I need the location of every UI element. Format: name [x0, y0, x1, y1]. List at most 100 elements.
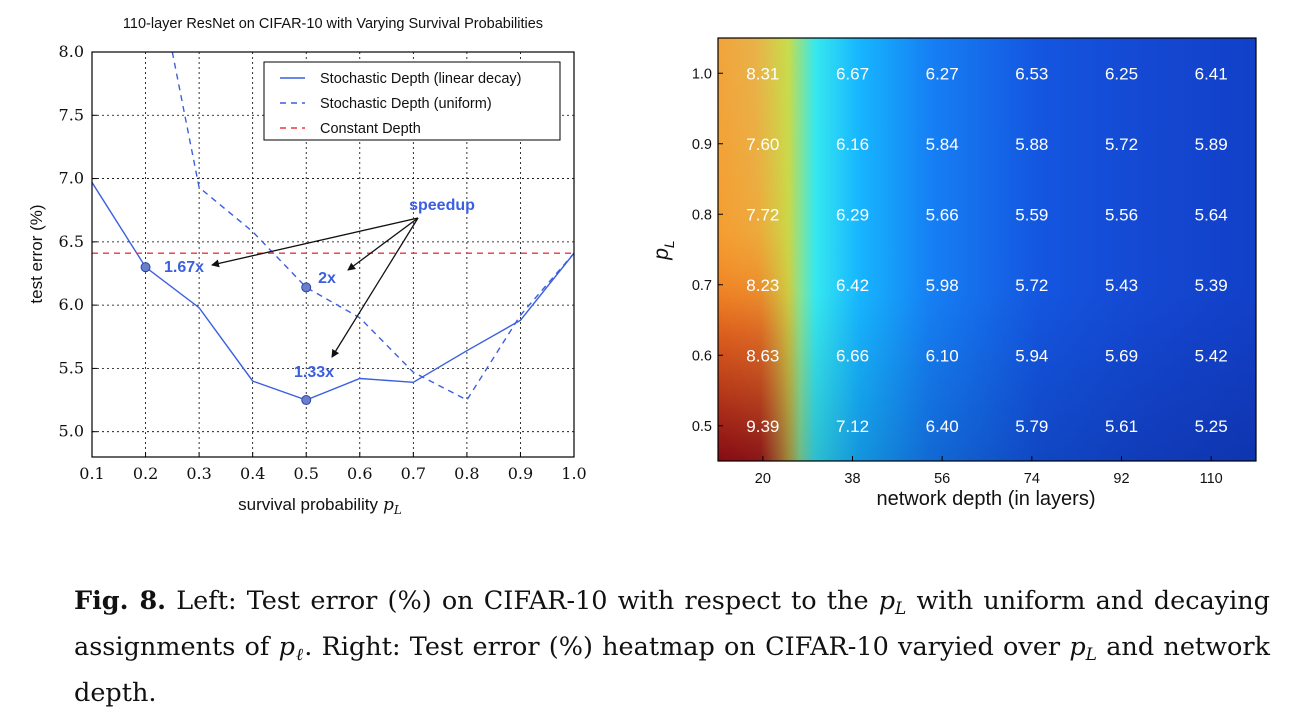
heatmap-cell-value: 6.40 [926, 417, 959, 436]
heatmap-cell-value: 5.84 [926, 135, 959, 154]
series-line-2 [171, 52, 574, 401]
heatmap-cell-value: 8.31 [746, 64, 779, 83]
heatmap-y-tick-label: 0.5 [692, 419, 712, 435]
heatmap-cell-value: 5.69 [1105, 346, 1138, 365]
heatmap-cell-value: 7.60 [746, 135, 779, 154]
caption-sub-2: ℓ [294, 645, 305, 665]
y-tick-label: 7.0 [59, 169, 84, 188]
highlighted-points [140, 262, 312, 406]
heatmap-cell-value: 5.59 [1015, 205, 1048, 224]
y-tick-label: 5.0 [59, 422, 84, 441]
y-tick-label: 6.5 [59, 232, 84, 251]
highlighted-point [140, 262, 151, 273]
heatmap-x-tick-label: 20 [755, 471, 771, 487]
heatmap-cell-value: 6.42 [836, 276, 869, 295]
heatmap-y-ticks: 1.0 0.9 0.8 0.7 0.6 0.5 [692, 66, 723, 435]
heatmap-cell-value: 7.12 [836, 417, 869, 436]
heatmap-cell-value: 8.63 [746, 346, 779, 365]
heatmap-cell-value: 6.67 [836, 64, 869, 83]
plot-frame [91, 51, 575, 458]
heatmap-frame [717, 37, 1257, 462]
heatmap-x-tick-label: 38 [844, 471, 860, 487]
heatmap-cell-value: 6.29 [836, 205, 869, 224]
annotations: speedup 1.67x 2x 1.33x [164, 197, 475, 381]
heatmap-y-tick-label: 1.0 [692, 66, 712, 82]
y-tick-label: 8.0 [59, 42, 84, 61]
x-tick-label: 0.7 [401, 464, 426, 483]
x-tick-label: 0.4 [240, 464, 265, 483]
heatmap-cell-value: 5.56 [1105, 205, 1138, 224]
heatmap-cell-value: 6.53 [1015, 64, 1048, 83]
heatmap-y-tick-label: 0.6 [692, 348, 712, 364]
legend-label: Stochastic Depth (uniform) [320, 96, 492, 112]
heatmap-y-tick-label: 0.8 [692, 207, 712, 223]
x-axis-subscript: L [393, 503, 402, 517]
speedup-label: speedup [409, 197, 475, 214]
x-tick-label: 1.0 [561, 464, 586, 483]
heatmap: 8.31 6.67 6.27 6.53 6.25 6.41 7.60 6.16 5.84 5.88… [650, 37, 1257, 510]
heatmap-x-tick-label: 92 [1113, 471, 1129, 487]
x-axis-symbol: p [383, 495, 394, 515]
heatmap-cell-value: 6.66 [836, 346, 869, 365]
heatmap-x-tick-label: 56 [934, 471, 950, 487]
x-tick-label: 0.5 [293, 464, 318, 483]
heatmap-x-axis-label: network depth (in layers) [877, 488, 1096, 510]
heatmap-cell-value: 5.43 [1105, 276, 1138, 295]
x-axis-label-text: survival probability [238, 495, 378, 514]
y-axis-label: test error (%) [27, 204, 46, 303]
heatmap-cell-value: 5.66 [926, 205, 959, 224]
heatmap-cell-value: 5.61 [1105, 417, 1138, 436]
speedup-value-label: 2x [318, 270, 336, 287]
caption-text-4: and network depth. [74, 632, 1270, 708]
y-tick-label: 7.5 [59, 105, 84, 124]
heatmap-cell-value: 6.10 [926, 346, 959, 365]
x-tick-label: 0.6 [347, 464, 372, 483]
series-line-1 [92, 182, 574, 401]
heatmap-cell-value: 6.27 [926, 64, 959, 83]
highlighted-point [301, 395, 312, 406]
caption-symbol-1: p [878, 586, 896, 616]
heatmap-cell-value: 5.25 [1195, 417, 1228, 436]
y-tick-label: 6.0 [59, 295, 84, 314]
heatmap-y-axis-label: pL [650, 240, 677, 260]
caption-text-2: with uniform and decaying assignments of [74, 586, 1270, 662]
caption-text-1: Left: Test error (%) on CIFAR-10 with re… [166, 586, 879, 616]
x-tick-label: 0.3 [186, 464, 211, 483]
heatmap-cells: 8.31 6.67 6.27 6.53 6.25 6.41 7.60 6.16 5.84 5.88… [746, 64, 1227, 436]
caption-symbol-2: p [278, 632, 295, 662]
figure-caption: Fig. 8. Left: Test error (%) on CIFAR-10… [74, 582, 1270, 712]
heatmap-cell-value: 5.64 [1195, 205, 1228, 224]
highlighted-point [301, 282, 312, 293]
heatmap-cell-value: 5.42 [1195, 346, 1228, 365]
speedup-arrow [331, 217, 419, 358]
line-chart: 110-layer ResNet on CIFAR-10 with Varyin… [27, 16, 587, 517]
legend: Stochastic Depth (linear decay) Stochasti… [263, 61, 561, 141]
series-group [92, 52, 574, 401]
heatmap-cell-value: 5.94 [1015, 346, 1048, 365]
heatmap-cell-value: 5.39 [1195, 276, 1228, 295]
x-axis-label: survival probability pL [238, 495, 402, 517]
heatmap-x-tick-label: 110 [1200, 471, 1223, 487]
heatmap-y-symbol: p [650, 248, 673, 261]
heatmap-cell-value: 7.72 [746, 205, 779, 224]
legend-box [263, 61, 561, 141]
heatmap-cell-value: 6.25 [1105, 64, 1138, 83]
heatmap-cell-value: 6.41 [1195, 64, 1228, 83]
heatmap-cell-value: 8.23 [746, 276, 779, 295]
chart-title: 110-layer ResNet on CIFAR-10 with Varyin… [123, 16, 543, 32]
heatmap-cell-value: 5.89 [1195, 135, 1228, 154]
x-axis-ticks: 0.1 0.2 0.3 0.4 0.5 0.6 0.7 0.8 0.9 1.0 [79, 452, 587, 483]
caption-text-3: . Right: Test error (%) heatmap on CIFAR… [304, 632, 1070, 662]
heatmap-cell-value: 5.88 [1015, 135, 1048, 154]
speedup-arrow [211, 217, 419, 268]
x-tick-label: 0.8 [454, 464, 479, 483]
caption-sub-3: L [1085, 645, 1097, 665]
heatmap-cell-value: 5.98 [926, 276, 959, 295]
figure: 110-layer ResNet on CIFAR-10 with Varyin… [27, 16, 1257, 517]
y-axis-ticks: 5.0 5.5 6.0 6.5 7.0 7.5 8.0 [59, 42, 97, 441]
heatmap-cell-value: 5.79 [1015, 417, 1048, 436]
caption-sub-1: L [895, 599, 907, 619]
heatmap-cell-value: 5.72 [1015, 276, 1048, 295]
caption-symbol-3: p [1069, 632, 1086, 662]
legend-label: Stochastic Depth (linear decay) [320, 71, 522, 87]
